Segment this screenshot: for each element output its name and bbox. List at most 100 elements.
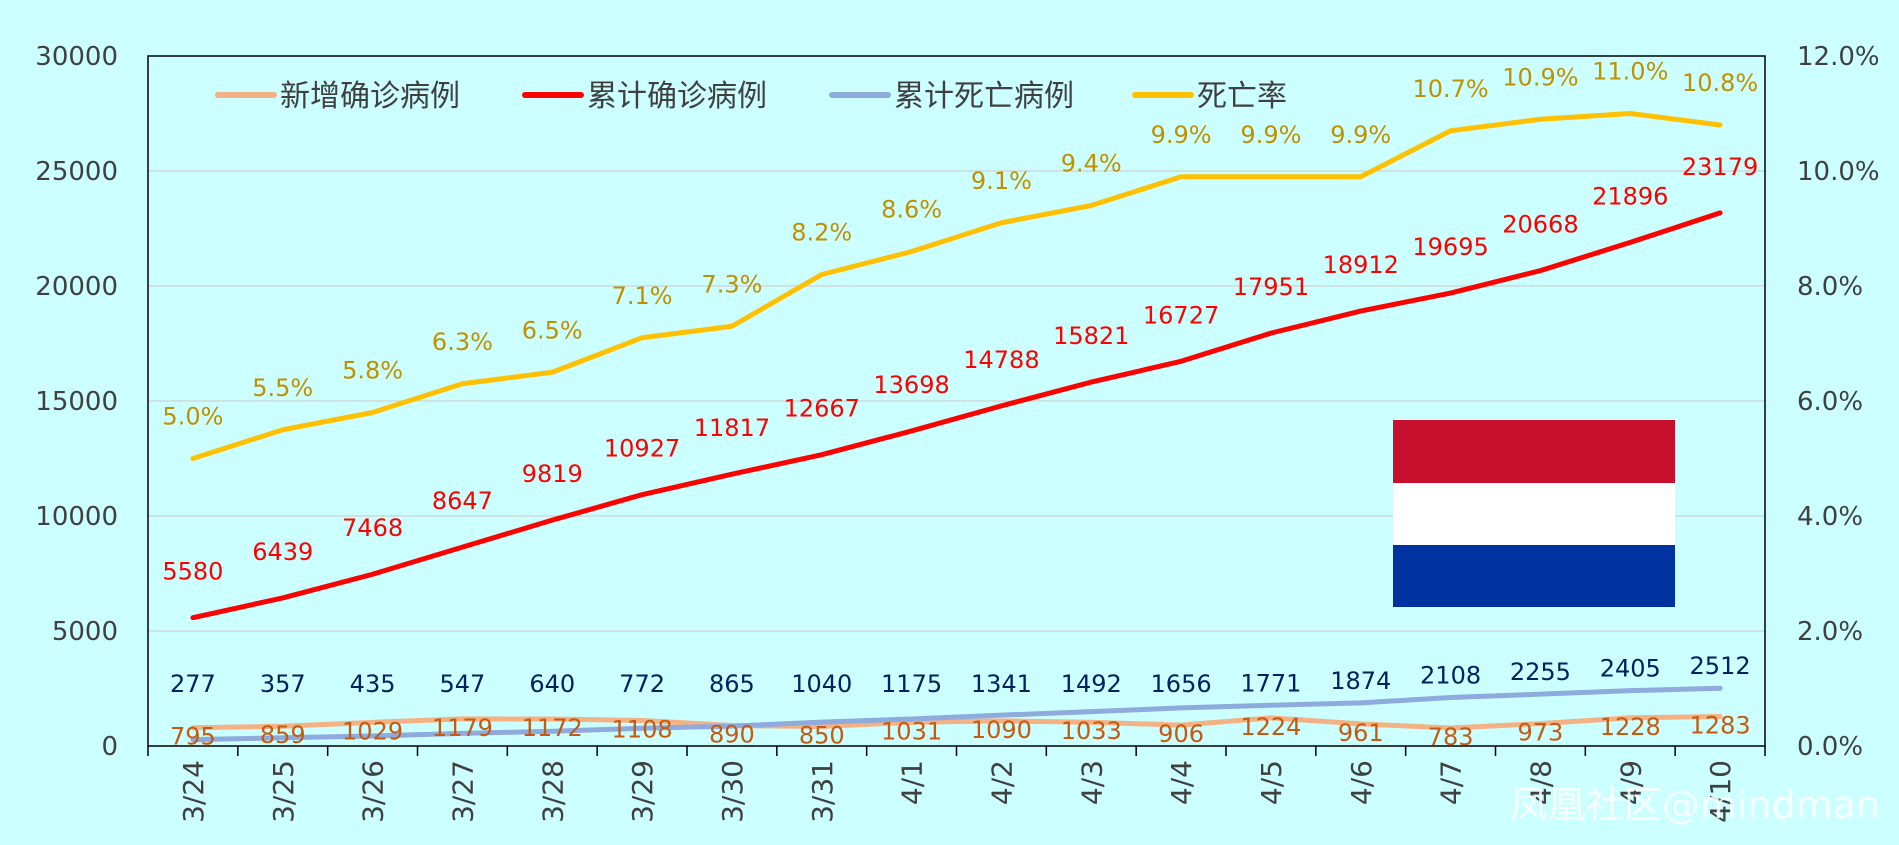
x-tick-label: 3/28 bbox=[536, 760, 569, 823]
y-left-tick-label: 5000 bbox=[52, 617, 118, 647]
data-label: 850 bbox=[799, 721, 845, 749]
series-line bbox=[190, 685, 1723, 743]
data-label: 2405 bbox=[1600, 655, 1661, 683]
x-tick-label: 4/6 bbox=[1345, 760, 1378, 805]
x-tick-label: 3/25 bbox=[267, 760, 300, 823]
y-right-tick-label: 10.0% bbox=[1797, 157, 1880, 187]
data-label: 1040 bbox=[791, 670, 852, 698]
data-label: 772 bbox=[619, 670, 665, 698]
x-tick-label: 4/7 bbox=[1435, 760, 1468, 805]
data-label: 5.0% bbox=[162, 403, 223, 431]
data-label: 906 bbox=[1158, 720, 1204, 748]
data-label: 783 bbox=[1428, 723, 1474, 751]
data-label: 1175 bbox=[881, 670, 942, 698]
x-tick-label: 4/8 bbox=[1524, 760, 1557, 805]
data-label: 11817 bbox=[694, 414, 770, 442]
data-label: 7468 bbox=[342, 514, 403, 542]
data-label: 1492 bbox=[1061, 670, 1122, 698]
data-label: 11.0% bbox=[1592, 58, 1668, 86]
legend-label: 累计确诊病例 bbox=[587, 79, 767, 114]
netherlands-flag bbox=[1393, 420, 1675, 607]
x-tick-label: 3/29 bbox=[626, 760, 659, 823]
data-label: 6.5% bbox=[522, 316, 583, 344]
data-label: 9.4% bbox=[1061, 150, 1122, 178]
series-line bbox=[190, 210, 1723, 621]
data-label: 357 bbox=[260, 670, 306, 698]
data-label: 10.9% bbox=[1502, 63, 1578, 91]
x-tick-label: 4/4 bbox=[1165, 760, 1198, 805]
data-label: 1228 bbox=[1600, 713, 1661, 741]
y-right-tick-label: 12.0% bbox=[1797, 42, 1880, 72]
data-label: 2108 bbox=[1420, 662, 1481, 690]
y-left-tick-label: 10000 bbox=[35, 502, 118, 532]
y-right-tick-label: 4.0% bbox=[1797, 502, 1863, 532]
data-label: 640 bbox=[529, 670, 575, 698]
data-labels: 795 859 1029 1179 1172 1108 890 850 1031 1090 1033… bbox=[162, 58, 1758, 751]
x-tick-label: 4/10 bbox=[1704, 760, 1737, 823]
x-tick-label: 3/27 bbox=[446, 760, 479, 823]
data-label: 2255 bbox=[1510, 658, 1571, 686]
legend-label: 死亡率 bbox=[1197, 79, 1287, 114]
data-label: 21896 bbox=[1592, 182, 1668, 210]
data-label: 5.5% bbox=[252, 374, 313, 402]
data-label: 1172 bbox=[522, 714, 583, 742]
data-label: 5.8% bbox=[342, 357, 403, 385]
data-label: 1656 bbox=[1151, 670, 1212, 698]
x-tick-label: 4/5 bbox=[1255, 760, 1288, 805]
legend-label: 新增确诊病例 bbox=[280, 79, 460, 114]
data-label: 8647 bbox=[432, 487, 493, 515]
x-tick-label: 4/3 bbox=[1075, 760, 1108, 805]
data-label: 9.9% bbox=[1330, 121, 1391, 149]
data-label: 6.3% bbox=[432, 328, 493, 356]
data-label: 859 bbox=[260, 721, 306, 749]
data-label: 10927 bbox=[604, 435, 680, 463]
data-label: 19695 bbox=[1412, 233, 1488, 261]
y-right-tick-label: 8.0% bbox=[1797, 272, 1863, 302]
x-tick-label: 4/2 bbox=[985, 760, 1018, 805]
data-label: 23179 bbox=[1682, 153, 1758, 181]
data-label: 15821 bbox=[1053, 322, 1129, 350]
series-line bbox=[190, 111, 1723, 461]
data-label: 16727 bbox=[1143, 301, 1219, 329]
data-label: 9.9% bbox=[1151, 121, 1212, 149]
x-tick-label: 4/9 bbox=[1614, 760, 1647, 805]
y-left-tick-label: 15000 bbox=[35, 387, 118, 417]
data-label: 14788 bbox=[963, 346, 1039, 374]
data-label: 1341 bbox=[971, 670, 1032, 698]
legend: 新增确诊病例 累计确诊病例 累计死亡病例 死亡率 bbox=[215, 79, 1287, 114]
data-label: 7.3% bbox=[701, 270, 762, 298]
data-label: 20668 bbox=[1502, 211, 1578, 239]
data-label: 1090 bbox=[971, 716, 1032, 744]
x-tick-label: 3/30 bbox=[716, 760, 749, 823]
data-label: 1029 bbox=[342, 717, 403, 745]
x-tick-label: 3/24 bbox=[177, 760, 210, 823]
flag-red-stripe bbox=[1393, 420, 1675, 483]
data-label: 795 bbox=[170, 723, 216, 751]
data-label: 1283 bbox=[1690, 711, 1751, 739]
data-label: 890 bbox=[709, 721, 755, 749]
y-left-tick-label: 30000 bbox=[35, 42, 118, 72]
data-label: 9.9% bbox=[1240, 121, 1301, 149]
data-label: 13698 bbox=[873, 371, 949, 399]
data-label: 865 bbox=[709, 670, 755, 698]
x-tick-label: 3/31 bbox=[806, 760, 839, 823]
y-right-tick-label: 6.0% bbox=[1797, 387, 1863, 417]
x-tick-label: 3/26 bbox=[357, 760, 390, 823]
data-label: 8.2% bbox=[791, 219, 852, 247]
series-lines bbox=[190, 111, 1723, 743]
data-label: 9.1% bbox=[971, 167, 1032, 195]
data-label: 5580 bbox=[162, 558, 223, 586]
data-label: 1771 bbox=[1240, 669, 1301, 697]
data-label: 961 bbox=[1338, 719, 1384, 747]
data-label: 7.1% bbox=[612, 282, 673, 310]
y-left-tick-label: 25000 bbox=[35, 157, 118, 187]
flag-white-stripe bbox=[1393, 483, 1675, 545]
data-label: 547 bbox=[440, 670, 486, 698]
data-label: 18912 bbox=[1323, 251, 1399, 279]
right-axis-ticks: 0.0% 2.0% 4.0% 6.0% 8.0% 10.0% 12.0% bbox=[1797, 42, 1880, 762]
data-label: 10.8% bbox=[1682, 69, 1758, 97]
data-label: 973 bbox=[1518, 719, 1564, 747]
data-label: 1033 bbox=[1061, 717, 1122, 745]
data-label: 1874 bbox=[1330, 667, 1391, 695]
